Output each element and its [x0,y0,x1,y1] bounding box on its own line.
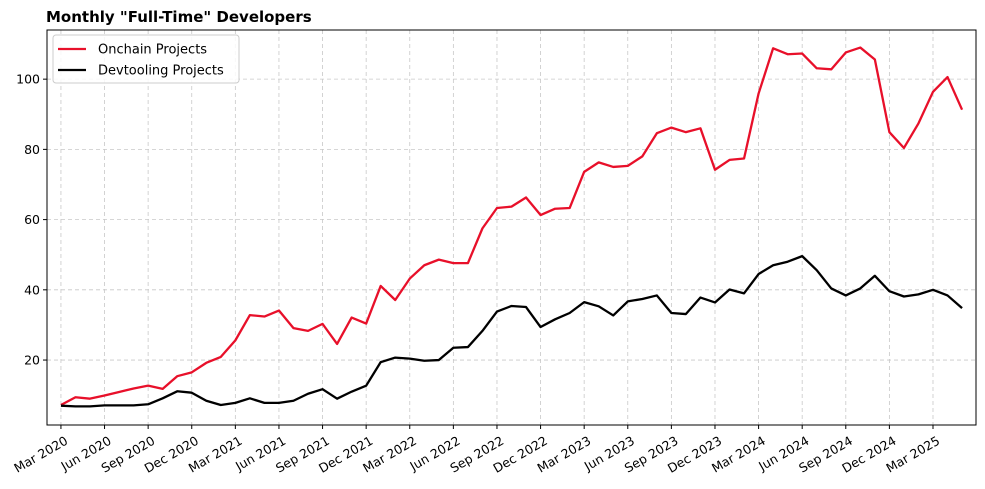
y-tick-label: 60 [24,212,40,227]
y-axis: 20 40 60 80 100 [16,72,47,368]
y-tick-label: 80 [24,142,40,157]
legend-label: Onchain Projects [98,43,207,58]
y-tick-label: 20 [24,353,40,368]
legend-box [52,34,240,84]
chart-title: Monthly "Full-Time" Developers [46,8,312,26]
series-layer [60,46,964,408]
series-line-0 [60,46,964,407]
y-tick-label: 100 [16,72,40,87]
x-tick-label: Mar 2020 [11,433,70,476]
grid [47,30,976,425]
series-line-1 [60,254,963,408]
y-tick-label: 40 [24,282,40,297]
plot-frame [46,29,977,426]
legend: Onchain Projects Devtooling Projects [52,34,240,84]
legend-label: Devtooling Projects [98,64,224,79]
